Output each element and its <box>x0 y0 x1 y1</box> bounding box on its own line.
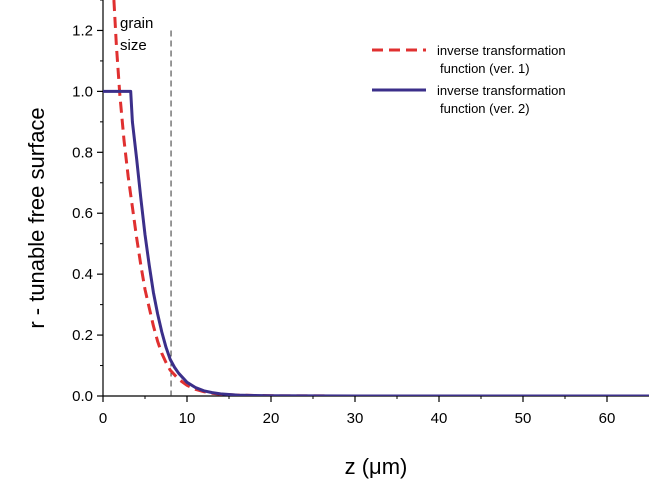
y-tick-label: 0.2 <box>72 327 93 344</box>
legend-label-2-2: function (ver. 2) <box>440 101 530 116</box>
y-tick-label: 1.2 <box>72 22 93 39</box>
x-tick-label: 40 <box>431 410 448 427</box>
y-tick-label: 0.4 <box>72 266 93 283</box>
y-tick-label: 1.0 <box>72 83 93 100</box>
x-tick-label: 60 <box>599 410 616 427</box>
series-group <box>103 0 649 396</box>
x-axis-title: z (μm) <box>345 454 408 479</box>
legend-label-2-1: inverse transformation <box>437 83 566 98</box>
legend-label-1-2: function (ver. 1) <box>440 61 530 76</box>
series-line-2 <box>103 89 649 396</box>
series-line-1 <box>112 0 649 396</box>
x-axis: 0 10 20 30 40 50 60 <box>99 396 616 427</box>
legend-label-1-1: inverse transformation <box>437 43 566 58</box>
y-tick-label: 0.6 <box>72 205 93 222</box>
grain-size-annotation: grain size <box>120 15 153 54</box>
x-tick-label: 30 <box>347 410 364 427</box>
y-axis: 0.0 0.2 0.4 0.6 0.8 1.0 1.2 <box>72 0 103 405</box>
legend: inverse transformation function (ver. 1) i… <box>372 43 566 116</box>
y-tick-label: 0.8 <box>72 144 93 161</box>
annotation-line-2: size <box>120 37 147 54</box>
y-axis-title: r - tunable free surface <box>24 107 49 328</box>
plot-area <box>102 0 649 397</box>
y-tick-label: 0.0 <box>72 388 93 405</box>
x-tick-label: 50 <box>515 410 532 427</box>
x-tick-label: 20 <box>263 410 280 427</box>
x-tick-label: 10 <box>179 410 196 427</box>
x-tick-label: 0 <box>99 410 107 427</box>
annotation-line-1: grain <box>120 15 153 32</box>
